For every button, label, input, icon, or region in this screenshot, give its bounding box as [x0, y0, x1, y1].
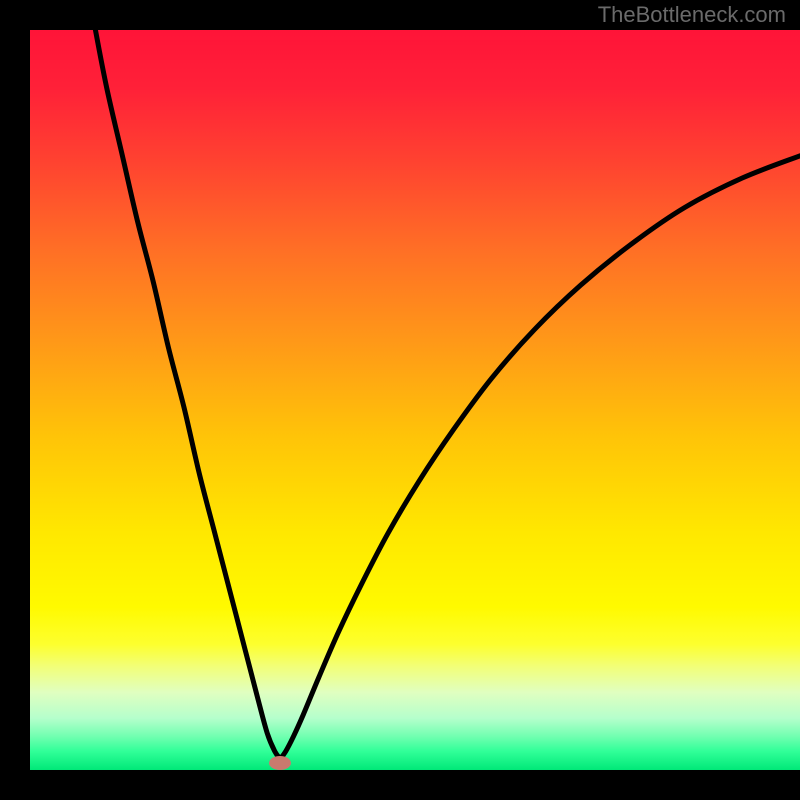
bottleneck-curve [30, 30, 800, 770]
watermark-text: TheBottleneck.com [598, 2, 786, 28]
plot-area [30, 30, 800, 770]
notch-marker [269, 756, 291, 770]
